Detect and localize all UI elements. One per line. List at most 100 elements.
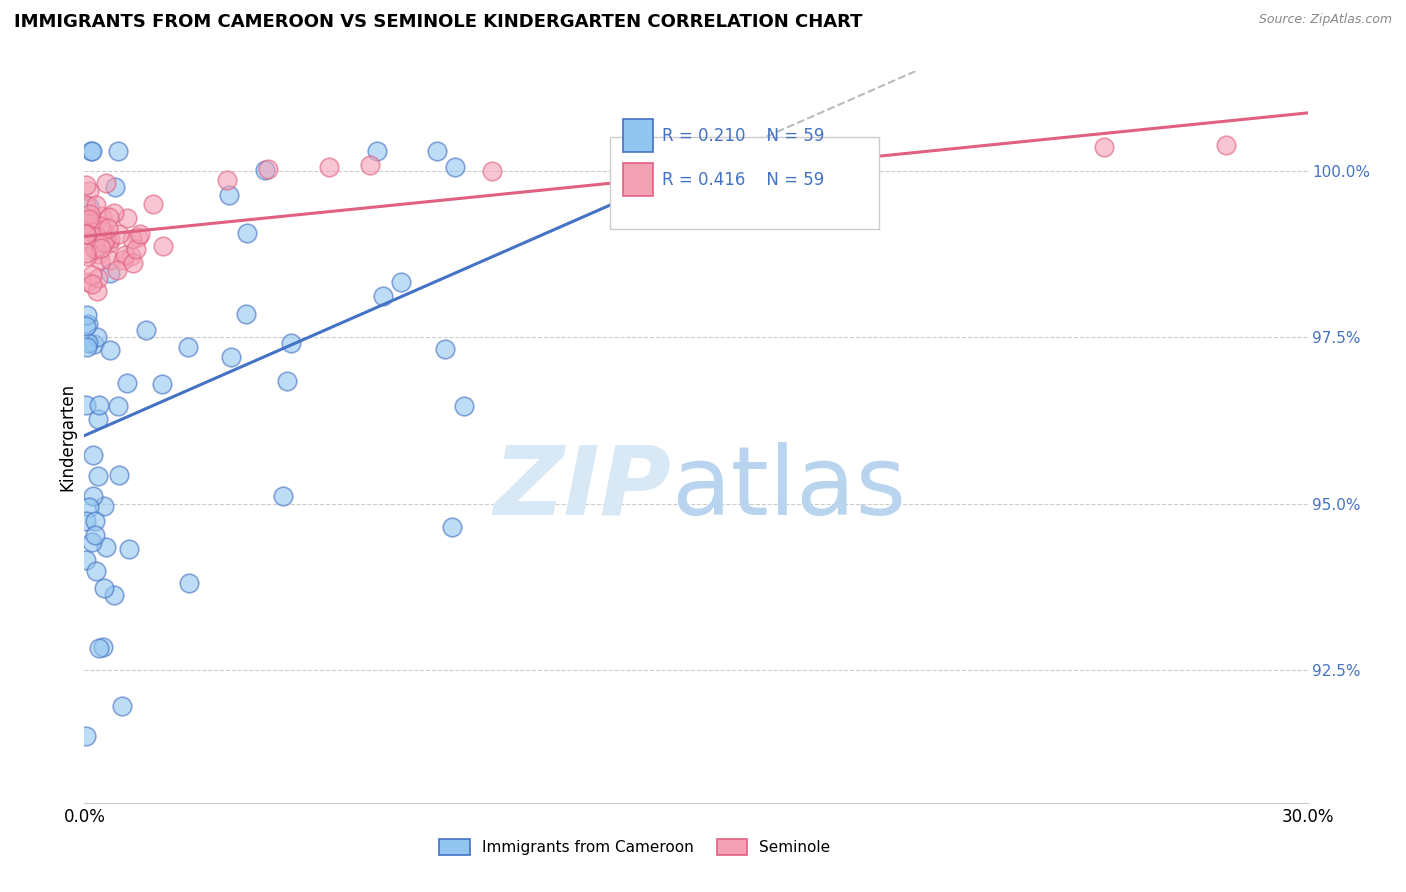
Point: [76, 308, 98, 322]
Y-axis label: Kindergarten: Kindergarten: [58, 383, 76, 491]
Point: [89, 252, 111, 267]
Point: [121, 232, 143, 246]
Point: [271, 490, 294, 504]
Point: [82, 489, 104, 503]
Point: [86, 230, 108, 244]
Point: [107, 399, 129, 413]
Point: [219, 351, 242, 365]
Point: [257, 162, 280, 177]
Point: [84, 242, 107, 256]
Point: [97, 236, 120, 251]
Text: Source: ZipAtlas.com: Source: ZipAtlas.com: [1258, 13, 1392, 27]
Point: [121, 255, 143, 269]
Point: [86, 330, 108, 344]
Point: [152, 239, 174, 253]
Point: [87, 412, 110, 426]
Point: [280, 336, 302, 351]
Point: [80, 220, 103, 235]
Point: [217, 172, 239, 186]
Point: [80, 268, 103, 282]
Point: [83, 336, 105, 351]
Point: [75, 214, 97, 228]
Point: [80, 144, 103, 158]
Point: [443, 161, 465, 175]
Point: [179, 576, 201, 591]
Point: [91, 209, 114, 223]
Point: [77, 317, 100, 331]
Point: [75, 178, 97, 193]
Point: [218, 188, 240, 202]
Point: [150, 376, 173, 391]
Point: [98, 211, 121, 225]
Point: [112, 252, 135, 267]
Point: [87, 398, 110, 412]
Point: [108, 227, 131, 242]
Point: [79, 211, 101, 226]
Point: [104, 180, 127, 194]
Point: [359, 158, 381, 172]
Point: [79, 184, 101, 198]
Point: [236, 226, 259, 240]
Point: [82, 535, 104, 549]
Point: [177, 340, 200, 354]
Point: [77, 336, 100, 351]
Point: [254, 163, 277, 178]
Point: [94, 176, 117, 190]
Point: [87, 641, 110, 656]
Point: [87, 247, 110, 261]
Point: [77, 276, 100, 290]
Point: [103, 206, 125, 220]
Point: [93, 640, 115, 655]
Point: [79, 207, 101, 221]
Point: [83, 219, 105, 234]
Point: [373, 289, 395, 303]
Point: [389, 275, 412, 289]
Point: [98, 252, 121, 267]
Point: [235, 307, 257, 321]
Point: [129, 227, 152, 241]
Point: [142, 196, 165, 211]
Point: [82, 277, 104, 291]
Point: [441, 519, 464, 533]
Point: [115, 376, 138, 391]
Point: [75, 222, 97, 236]
Point: [481, 163, 503, 178]
Point: [366, 144, 388, 158]
Point: [107, 144, 129, 158]
Point: [77, 500, 100, 515]
Point: [97, 221, 120, 235]
Point: [98, 232, 121, 246]
Point: [75, 514, 97, 528]
Point: [125, 242, 148, 256]
Point: [89, 219, 111, 233]
Point: [84, 514, 107, 528]
Point: [103, 588, 125, 602]
Bar: [623, 162, 654, 195]
Text: atlas: atlas: [672, 442, 907, 535]
Point: [84, 564, 107, 578]
Point: [91, 224, 114, 238]
Point: [426, 144, 449, 158]
Point: [76, 249, 98, 263]
Point: [318, 161, 340, 175]
Point: [75, 245, 97, 260]
Point: [118, 542, 141, 557]
Point: [77, 224, 100, 238]
Point: [94, 232, 117, 246]
Point: [75, 227, 97, 241]
Point: [114, 248, 136, 262]
Text: IMMIGRANTS FROM CAMEROON VS SEMINOLE KINDERGARTEN CORRELATION CHART: IMMIGRANTS FROM CAMEROON VS SEMINOLE KIN…: [14, 13, 862, 31]
Point: [79, 217, 101, 231]
Point: [75, 398, 97, 412]
Bar: [623, 119, 654, 152]
FancyBboxPatch shape: [610, 137, 880, 228]
Point: [94, 540, 117, 554]
Point: [79, 221, 101, 235]
Point: [135, 323, 157, 337]
Point: [127, 230, 149, 244]
Point: [105, 263, 128, 277]
Point: [75, 319, 97, 334]
Text: R = 0.210    N = 59: R = 0.210 N = 59: [662, 127, 824, 145]
Point: [1215, 137, 1237, 152]
Point: [82, 144, 104, 158]
